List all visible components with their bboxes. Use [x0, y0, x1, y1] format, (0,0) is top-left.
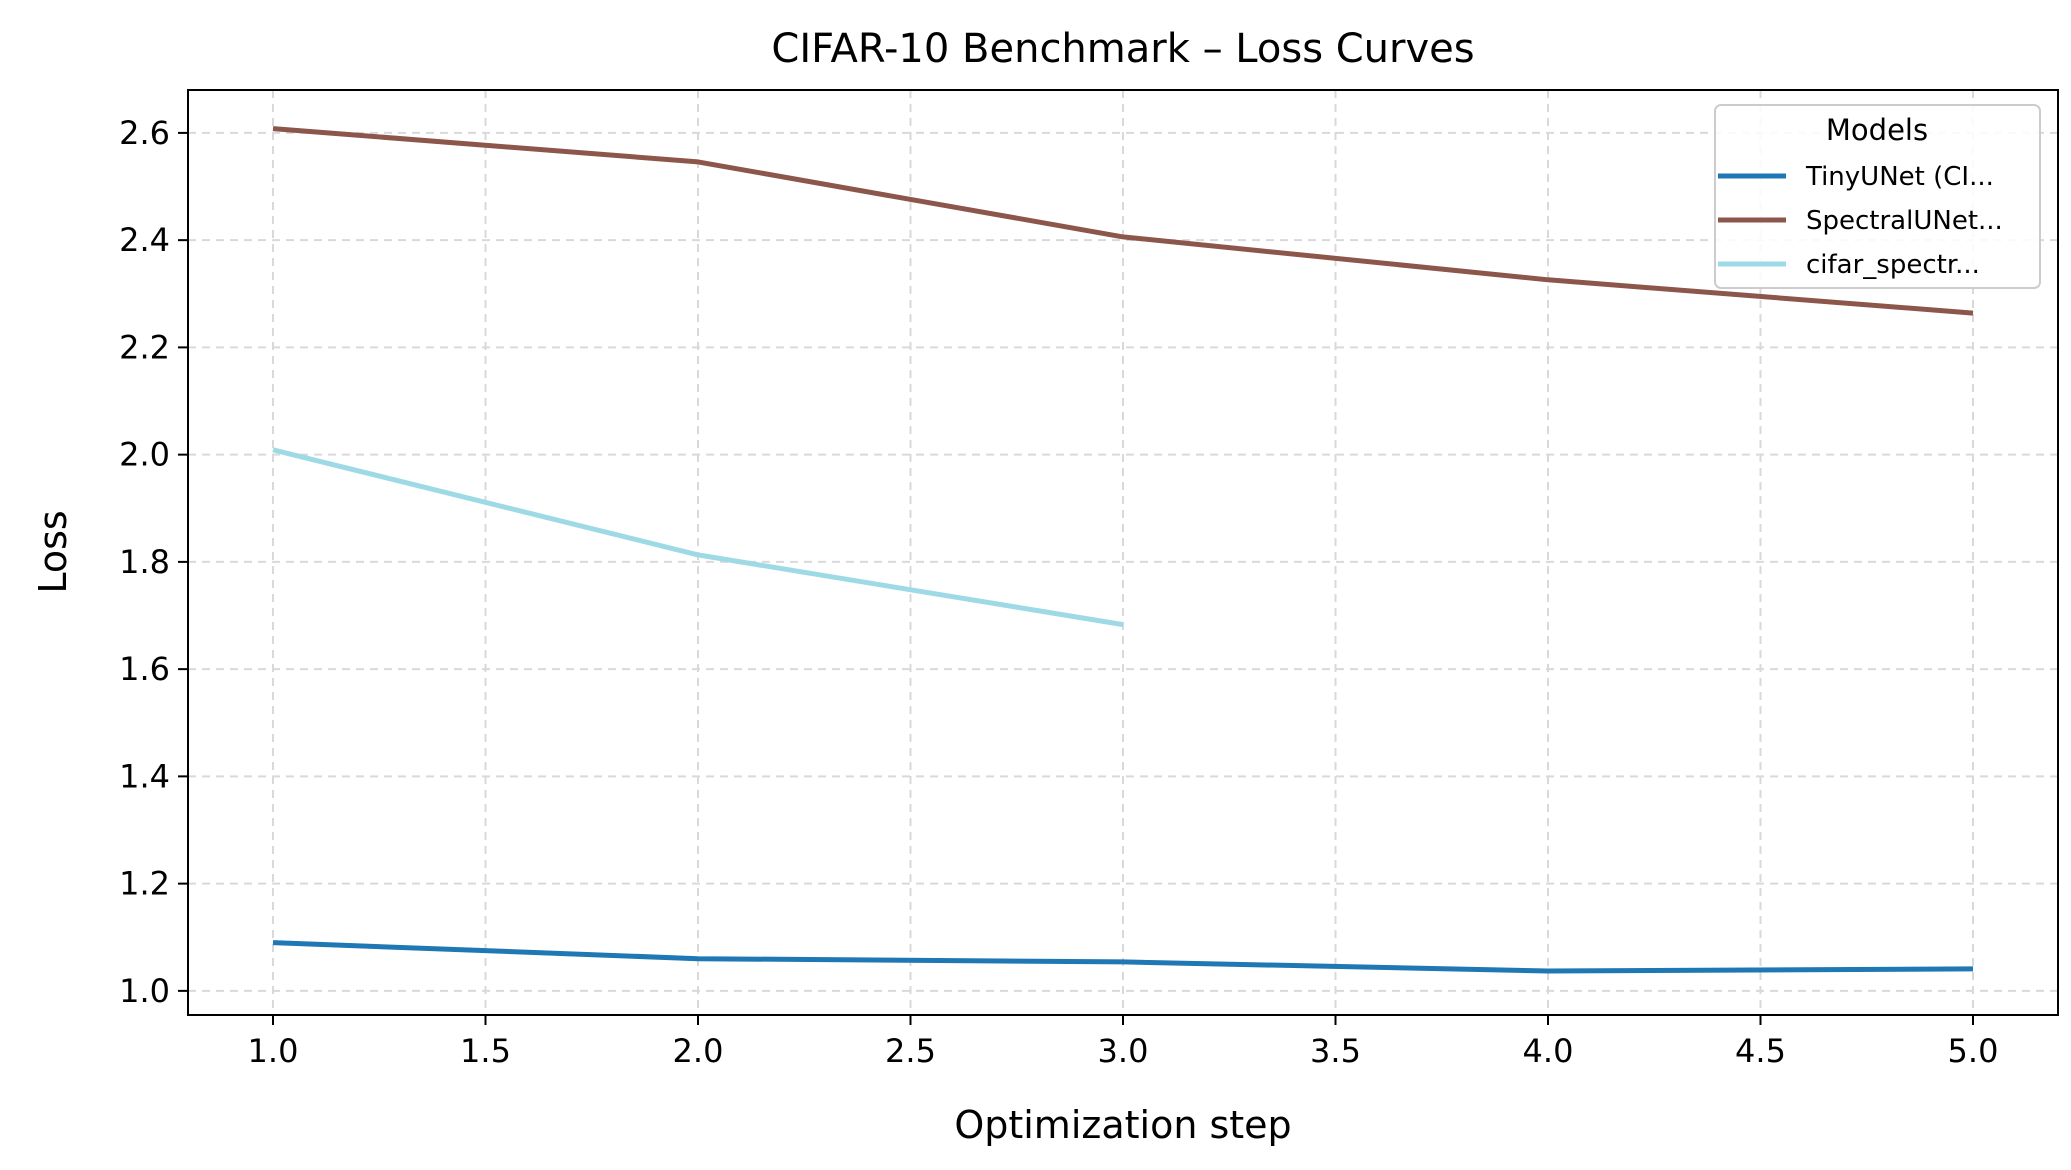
- legend-label: SpectralUNet...: [1806, 206, 2003, 236]
- y-tick-label: 2.2: [119, 328, 170, 366]
- legend: Models TinyUNet (CI... SpectralUNet... cif…: [1714, 104, 2041, 289]
- y-axis-ticks: 1.0 1.2 1.4 1.6 1.8 2.0 2.2 2.4 2.6: [119, 114, 188, 1010]
- y-axis-label: Loss: [31, 510, 75, 593]
- legend-entries: TinyUNet (CI... SpectralUNet... cifar_spec…: [1718, 162, 2003, 280]
- x-tick-label: 1.5: [460, 1032, 511, 1070]
- y-tick-label: 2.6: [119, 114, 170, 152]
- y-tick-label: 1.2: [119, 865, 170, 903]
- x-axis-ticks: 1.0 1.5 2.0 2.5 3.0 3.5 4.0 4.5 5.0: [248, 1015, 1999, 1070]
- series-lines: [272, 126, 1974, 974]
- x-tick-label: 5.0: [1948, 1032, 1999, 1070]
- x-tick-label: 4.5: [1735, 1032, 1786, 1070]
- legend-label: TinyUNet (CI...: [1805, 162, 1994, 192]
- legend-label: cifar_spectr...: [1806, 250, 1980, 280]
- y-tick-label: 1.6: [119, 650, 170, 688]
- x-tick-label: 3.5: [1310, 1032, 1361, 1070]
- x-tick-label: 1.0: [248, 1032, 299, 1070]
- legend-title: Models: [1826, 113, 1928, 147]
- y-tick-label: 2.0: [119, 436, 170, 474]
- x-tick-label: 2.5: [885, 1032, 936, 1070]
- x-tick-label: 3.0: [1098, 1032, 1149, 1070]
- x-tick-label: 2.0: [673, 1032, 724, 1070]
- grid-lines: [188, 90, 2058, 1015]
- legend-box: [1714, 104, 2041, 289]
- x-tick-label: 4.0: [1523, 1032, 1574, 1070]
- y-tick-label: 1.0: [119, 972, 170, 1010]
- y-tick-label: 1.4: [119, 757, 170, 795]
- x-axis-label: Optimization step: [954, 1103, 1291, 1147]
- chart-title: CIFAR-10 Benchmark – Loss Curves: [771, 26, 1474, 72]
- y-tick-label: 2.4: [119, 221, 170, 259]
- y-tick-label: 1.8: [119, 543, 170, 581]
